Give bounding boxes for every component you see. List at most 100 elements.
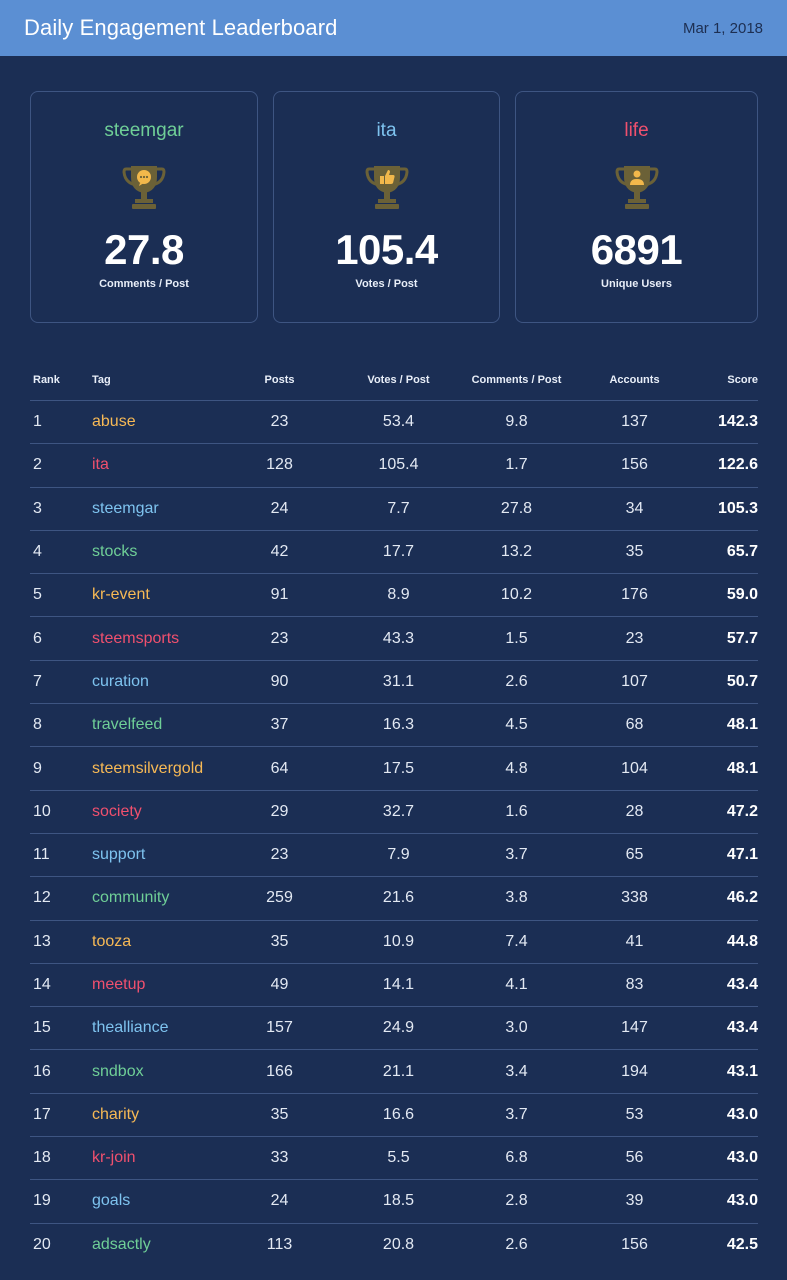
row-posts: 24 <box>270 1192 289 1210</box>
row-accounts: 34 <box>625 499 644 517</box>
row-votes-per-post: 16.3 <box>382 716 415 734</box>
row-votes-per-post: 14.1 <box>382 976 415 993</box>
table-row: 16 sndbox 166 21.1 3.4 194 43.1 <box>30 1050 758 1094</box>
row-tag-link[interactable]: goals <box>92 1192 131 1210</box>
row-score: 42.5 <box>726 1236 758 1254</box>
row-posts: 37 <box>270 716 289 734</box>
row-votes-per-post: 8.9 <box>387 586 410 604</box>
row-accounts: 194 <box>621 1062 648 1080</box>
col-posts[interactable]: Posts <box>264 374 295 386</box>
row-tag-link[interactable]: community <box>92 889 170 907</box>
row-posts: 24 <box>270 499 289 517</box>
card-tag[interactable]: steemgar <box>104 120 184 141</box>
row-comments-per-post: 1.7 <box>505 456 528 474</box>
card-value: 27.8 <box>104 226 184 273</box>
row-comments-per-post: 9.8 <box>505 413 528 431</box>
col-comments-per-post[interactable]: Comments / Post <box>471 374 562 386</box>
row-votes-per-post: 32.7 <box>382 802 415 820</box>
row-tag-link[interactable]: thealliance <box>92 1019 169 1037</box>
row-tag-link[interactable]: support <box>92 846 146 864</box>
row-tag-link[interactable]: steemgar <box>92 499 159 517</box>
row-tag-link[interactable]: society <box>92 802 142 820</box>
table-body: 1 abuse 23 53.4 9.8 137 142.3 2 ita 128 105.4 1.7 15… <box>30 401 758 1267</box>
row-tag-link[interactable]: kr-join <box>92 1149 136 1167</box>
table-row: 11 support 23 7.9 3.7 65 47.1 <box>30 834 758 878</box>
row-accounts: 56 <box>625 1149 644 1167</box>
row-rank: 9 <box>33 759 42 777</box>
row-comments-per-post: 1.6 <box>505 802 528 820</box>
row-score: 43.0 <box>726 1105 758 1123</box>
row-accounts: 147 <box>621 1019 648 1037</box>
row-comments-per-post: 3.7 <box>505 846 528 864</box>
row-comments-per-post: 3.4 <box>505 1062 528 1080</box>
row-posts: 42 <box>270 543 289 561</box>
table-header: Rank Tag Posts Votes / Post Comments / P… <box>30 360 758 401</box>
col-rank[interactable]: Rank <box>33 374 60 386</box>
row-votes-per-post: 17.7 <box>382 543 415 561</box>
row-tag-link[interactable]: meetup <box>92 976 146 993</box>
row-rank: 6 <box>33 629 42 647</box>
row-score: 44.8 <box>726 932 758 950</box>
row-posts: 259 <box>266 889 293 907</box>
row-comments-per-post: 3.8 <box>505 889 528 907</box>
row-score: 47.1 <box>726 846 758 864</box>
col-votes-per-post[interactable]: Votes / Post <box>367 374 430 386</box>
row-tag-link[interactable]: stocks <box>92 543 138 561</box>
row-accounts: 107 <box>621 672 648 690</box>
row-posts: 113 <box>266 1236 293 1254</box>
row-accounts: 53 <box>625 1105 644 1123</box>
table-row: 4 stocks 42 17.7 13.2 35 65.7 <box>30 531 758 575</box>
card-tag[interactable]: ita <box>376 120 397 141</box>
table-row: 13 tooza 35 10.9 7.4 41 44.8 <box>30 921 758 964</box>
row-votes-per-post: 17.5 <box>382 759 415 777</box>
row-posts: 90 <box>270 672 289 690</box>
row-comments-per-post: 3.0 <box>505 1019 528 1037</box>
row-tag-link[interactable]: travelfeed <box>92 716 163 734</box>
row-comments-per-post: 2.6 <box>505 1236 528 1254</box>
table-row: 6 steemsports 23 43.3 1.5 23 57.7 <box>30 617 758 661</box>
row-comments-per-post: 1.5 <box>505 629 528 647</box>
row-tag-link[interactable]: sndbox <box>92 1062 144 1080</box>
card-value: 6891 <box>590 226 683 273</box>
row-comments-per-post: 13.2 <box>500 543 533 561</box>
row-tag-link[interactable]: steemsports <box>92 629 180 647</box>
table-row: 9 steemsilvergold 64 17.5 4.8 104 48.1 <box>30 747 758 791</box>
table-row: 19 goals 24 18.5 2.8 39 43.0 <box>30 1180 758 1224</box>
row-votes-per-post: 7.7 <box>387 499 410 517</box>
row-tag-link[interactable]: adsactly <box>92 1236 151 1254</box>
row-comments-per-post: 27.8 <box>500 499 533 517</box>
col-accounts[interactable]: Accounts <box>609 374 660 386</box>
row-comments-per-post: 2.8 <box>505 1192 528 1210</box>
row-tag-link[interactable]: steemsilvergold <box>92 759 204 777</box>
row-votes-per-post: 43.3 <box>382 629 415 647</box>
row-tag-link[interactable]: kr-event <box>92 586 150 604</box>
table-row: 15 thealliance 157 24.9 3.0 147 43.4 <box>30 1007 758 1051</box>
row-tag-link[interactable]: ita <box>92 456 109 474</box>
row-accounts: 137 <box>621 413 648 431</box>
row-score: 43.0 <box>726 1192 758 1210</box>
card-label: Comments / Post <box>99 278 189 290</box>
row-tag-link[interactable]: tooza <box>92 932 132 950</box>
row-tag-link[interactable]: charity <box>92 1105 140 1123</box>
card-unique-users: life 6891 Unique Users <box>515 91 758 323</box>
row-score: 43.4 <box>726 976 758 993</box>
table-row: 12 community 259 21.6 3.8 338 46.2 <box>30 877 758 921</box>
card-votes-per-post: ita 105.4 Votes / Post <box>273 91 500 323</box>
col-tag[interactable]: Tag <box>92 374 111 386</box>
row-rank: 13 <box>33 932 51 950</box>
row-rank: 1 <box>33 413 42 431</box>
card-tag[interactable]: life <box>624 120 649 141</box>
row-rank: 2 <box>33 456 42 474</box>
row-score: 48.1 <box>726 759 758 777</box>
row-rank: 4 <box>33 543 42 561</box>
row-comments-per-post: 2.6 <box>505 672 528 690</box>
row-tag-link[interactable]: abuse <box>92 413 136 431</box>
row-votes-per-post: 16.6 <box>382 1105 415 1123</box>
row-tag-link[interactable]: curation <box>92 672 149 690</box>
row-posts: 166 <box>266 1062 293 1080</box>
row-accounts: 35 <box>625 543 644 561</box>
row-votes-per-post: 24.9 <box>382 1019 415 1037</box>
row-posts: 33 <box>270 1149 289 1167</box>
col-score[interactable]: Score <box>727 374 758 386</box>
row-votes-per-post: 21.6 <box>382 889 415 907</box>
